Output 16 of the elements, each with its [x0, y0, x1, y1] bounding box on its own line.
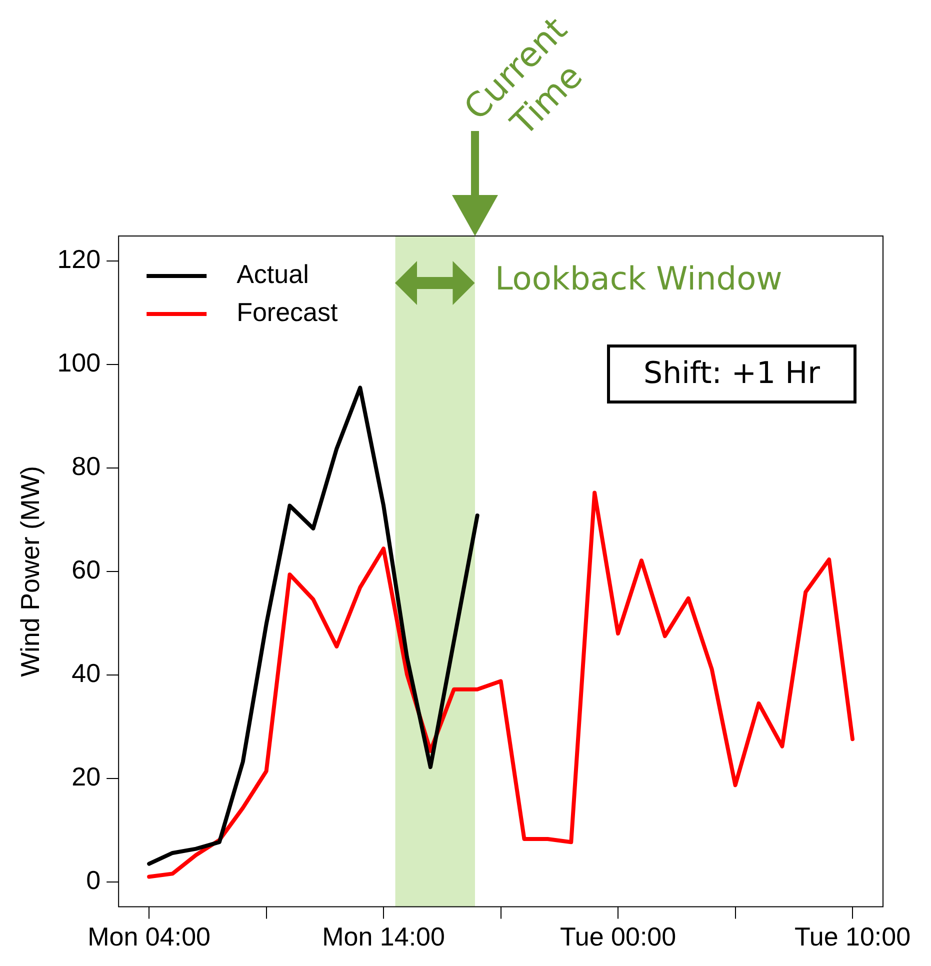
annotation: Shift: +1 Hr — [644, 356, 821, 391]
y-tick-label: 0 — [86, 865, 101, 896]
y-tick-label: 100 — [57, 348, 101, 378]
x-tick-label: Tue 10:00 — [794, 922, 911, 952]
legend-label: Forecast — [236, 297, 338, 328]
y-axis-title: Wind Power (MW) — [14, 466, 45, 677]
legend-label: Actual — [236, 259, 309, 290]
y-tick-label: 40 — [72, 658, 101, 688]
x-tick-label: Mon 14:00 — [322, 922, 445, 952]
y-tick-label: 60 — [72, 554, 101, 585]
y-tick-label: 80 — [72, 451, 101, 482]
annotation: Lookback Window — [494, 259, 782, 298]
x-tick-label: Tue 00:00 — [560, 922, 676, 952]
y-tick-label: 20 — [72, 762, 101, 792]
y-tick-label: 120 — [57, 244, 101, 274]
x-tick-label: Mon 04:00 — [88, 922, 210, 952]
